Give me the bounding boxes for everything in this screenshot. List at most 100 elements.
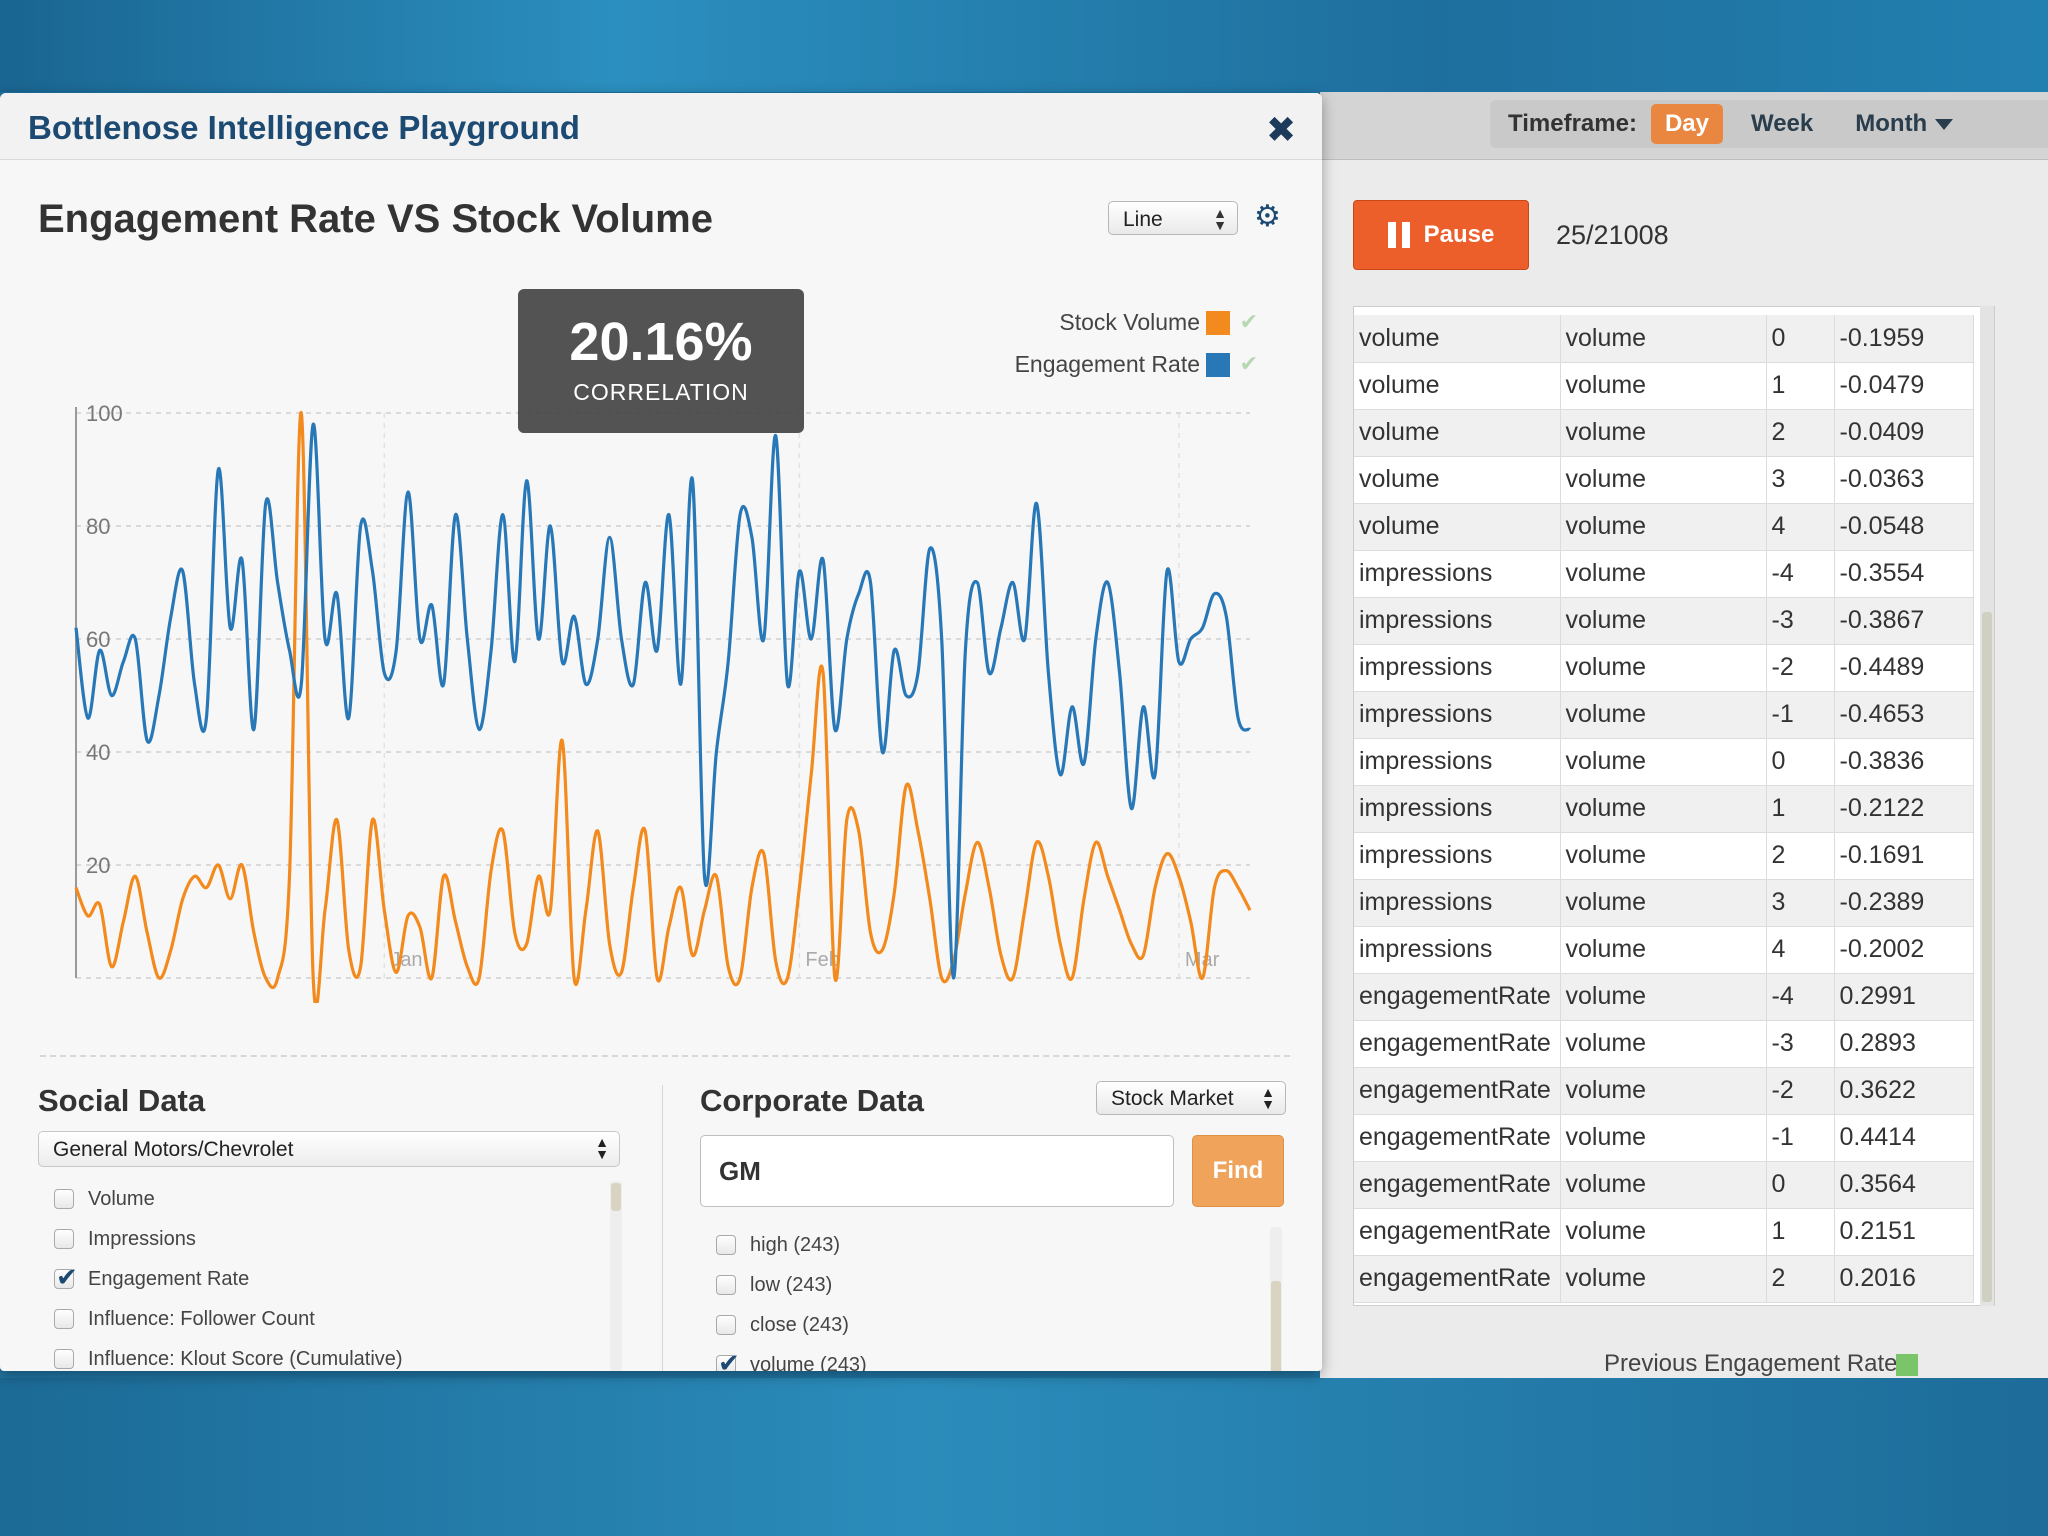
checkbox[interactable] [54,1229,74,1249]
table-cell: volume [1560,785,1767,833]
corporate-metric-item[interactable]: close (243) [716,1305,1256,1345]
table-cell: 0.2151 [1834,1208,1974,1256]
corporate-metric-item[interactable]: low (243) [716,1265,1256,1305]
table-cell: 2 [1766,409,1835,457]
table-cell: engagementRate [1354,1161,1561,1209]
table-cell: engagementRate [1354,1114,1561,1162]
checkbox[interactable] [716,1235,736,1255]
correlation-tooltip: 20.16% CORRELATION [518,289,804,433]
table-cell: 2 [1766,832,1835,880]
corporate-metric-item[interactable]: volume (243) [716,1345,1256,1371]
table-cell: volume [1560,550,1767,598]
table-cell: impressions [1354,691,1561,739]
checkbox[interactable] [54,1309,74,1329]
social-data-title: Social Data [38,1083,206,1118]
checkbox[interactable] [54,1262,78,1293]
table-cell: engagementRate [1354,1255,1561,1303]
table-cell: -0.0479 [1834,362,1974,410]
table-scrollbar-thumb[interactable] [1982,612,1992,1302]
table-cell: -0.3554 [1834,550,1974,598]
table-cell: -0.1691 [1834,832,1974,880]
table-cell: 0 [1766,315,1835,363]
social-metric-item-label: Impressions [88,1227,196,1250]
timeframe-day-button[interactable]: Day [1650,104,1723,144]
table-cell: 0.4414 [1834,1114,1974,1162]
social-metric-item[interactable]: Influence: Klout Score (Cumulative) [54,1339,614,1371]
checkbox[interactable] [716,1275,736,1295]
table-cell: 2 [1766,1255,1835,1303]
check-icon[interactable]: ✔ [1239,351,1258,376]
table-cell: -3 [1766,597,1835,645]
table-cell: volume [1560,1067,1767,1115]
social-metric-item[interactable]: Engagement Rate [54,1259,614,1299]
timeframe-label: Timeframe: [1508,110,1637,137]
modal-title: Bottlenose Intelligence Playground [28,109,580,146]
desktop-background-bottom [0,1378,2048,1536]
corporate-source-select[interactable]: Stock Market ▲ ▼ [1096,1081,1286,1115]
social-metric-item-label: Influence: Klout Score (Cumulative) [88,1347,403,1370]
select-arrows-icon: ▲ ▼ [1213,205,1227,233]
social-metric-item[interactable]: Impressions [54,1219,614,1259]
table-cell: volume [1560,1114,1767,1162]
checkbox[interactable] [54,1349,74,1369]
checkbox[interactable] [716,1315,736,1335]
table-cell: -0.2002 [1834,926,1974,974]
table-cell: -4 [1766,550,1835,598]
corporate-list-scrollbar[interactable] [1270,1227,1282,1371]
ticker-input[interactable] [700,1135,1174,1207]
social-entity-value: General Motors/Chevrolet [53,1138,294,1161]
table-cell: impressions [1354,550,1561,598]
pause-button[interactable]: Pause [1353,200,1529,270]
table-cell: volume [1354,315,1561,363]
social-list-scrollbar[interactable] [610,1181,622,1371]
table-cell: 1 [1766,362,1835,410]
table-cell: volume [1560,315,1767,363]
table-cell: volume [1354,456,1561,504]
table-cell: -2 [1766,1067,1835,1115]
social-metric-item[interactable]: Influence: Follower Count [54,1299,614,1339]
table-cell: 3 [1766,456,1835,504]
timeframe-month-dropdown[interactable]: Month [1841,104,1967,144]
y-tick-label: 60 [86,627,110,652]
checkbox[interactable] [716,1348,740,1371]
table-cell: volume [1560,879,1767,927]
social-metric-item-label: Influence: Follower Count [88,1307,315,1330]
social-entity-select[interactable]: General Motors/Chevrolet ▲ ▼ [38,1131,620,1167]
previous-engagement-swatch [1896,1354,1918,1376]
y-tick-label: 100 [86,401,123,426]
table-row: engagementRate volume 2 0.2016 [1354,1255,1974,1303]
checkbox[interactable] [54,1189,74,1209]
legend-item-engagement-rate[interactable]: Engagement Rate ✔ [960,351,1260,393]
check-icon[interactable]: ✔ [1239,309,1258,334]
table-cell: volume [1560,1161,1767,1209]
table-cell: -0.0363 [1834,456,1974,504]
table-row: engagementRate volume 1 0.2151 [1354,1208,1974,1256]
table-cell: -0.0409 [1834,409,1974,457]
chart-type-value: Line [1123,208,1163,231]
social-metric-item[interactable]: Volume [54,1179,614,1219]
table-cell: engagementRate [1354,1208,1561,1256]
legend-item-stock-volume[interactable]: Stock Volume ✔ [960,309,1260,351]
legend-label: Stock Volume [1059,309,1200,335]
table-scrollbar[interactable] [1980,306,1994,1306]
table-cell: 1 [1766,1208,1835,1256]
social-list-scrollbar-thumb[interactable] [611,1183,621,1211]
table-cell: volume [1560,644,1767,692]
column-separator [662,1085,663,1371]
gear-icon[interactable]: ⚙ [1254,200,1281,233]
corporate-data-title: Corporate Data [700,1083,924,1118]
find-button[interactable]: Find [1192,1135,1284,1207]
corporate-list-scrollbar-thumb[interactable] [1271,1281,1281,1371]
table-row: volume volume 1 -0.0479 [1354,362,1974,410]
chart-type-select[interactable]: Line ▲ ▼ [1108,201,1238,235]
close-icon[interactable]: ✖ [1266,109,1297,150]
corporate-metric-item[interactable]: high (243) [716,1225,1256,1265]
table-cell: volume [1560,926,1767,974]
timeframe-week-button[interactable]: Week [1750,110,1814,137]
table-cell: volume [1354,503,1561,551]
chart-title: Engagement Rate VS Stock Volume [38,197,713,241]
table-cell: impressions [1354,879,1561,927]
corporate-metric-item-label: low (243) [750,1273,833,1296]
table-cell: impressions [1354,597,1561,645]
